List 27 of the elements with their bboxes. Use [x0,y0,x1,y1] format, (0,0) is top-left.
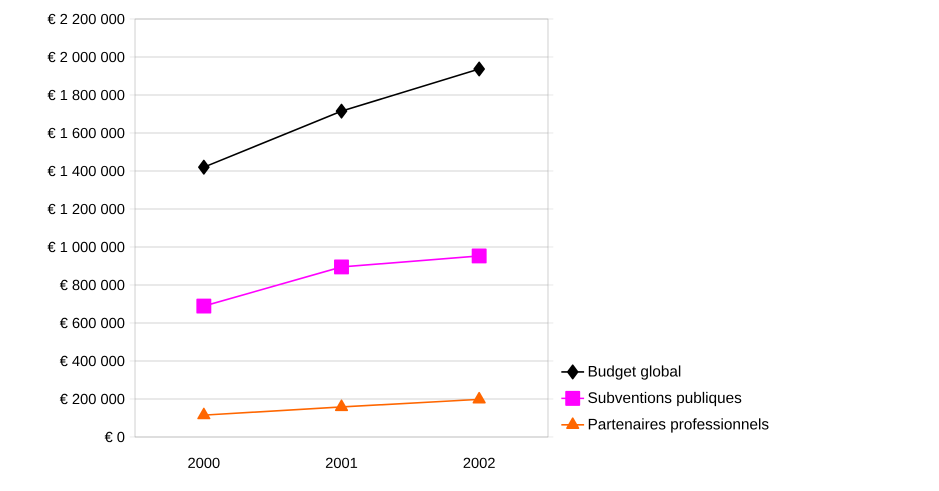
y-tick-label: € 1 400 000 [48,166,124,176]
point [334,400,348,412]
y-tick-label: € 2 200 000 [48,14,124,24]
point [472,392,486,404]
y-tick-label: € 0 [104,432,124,442]
y-tick-label: € 600 000 [60,318,124,328]
y-tick-label: € 1 800 000 [48,90,124,100]
x-tick-label: 2000 [188,458,220,468]
point [197,408,210,420]
y-tick-label: € 1 000 000 [48,242,124,252]
y-tick-label: € 1 200 000 [48,204,124,214]
point [336,104,348,119]
y-tick-label: € 400 000 [60,356,124,366]
point [198,160,210,175]
point [473,61,485,76]
point [334,259,349,274]
y-tick-label: € 800 000 [60,280,124,290]
legend-label: Partenaires professionnels [588,418,768,433]
y-tick-label: € 1 600 000 [48,128,124,138]
point [472,248,487,264]
x-tick-label: 2002 [464,458,495,468]
legend-label: Budget global [588,365,680,380]
y-tick-label: € 2 000 000 [48,52,124,62]
y-tick-label: € 200 000 [60,394,124,404]
point [196,298,212,314]
x-tick-label: 2001 [326,458,358,468]
legend-label: Subventions publiques [588,392,742,406]
